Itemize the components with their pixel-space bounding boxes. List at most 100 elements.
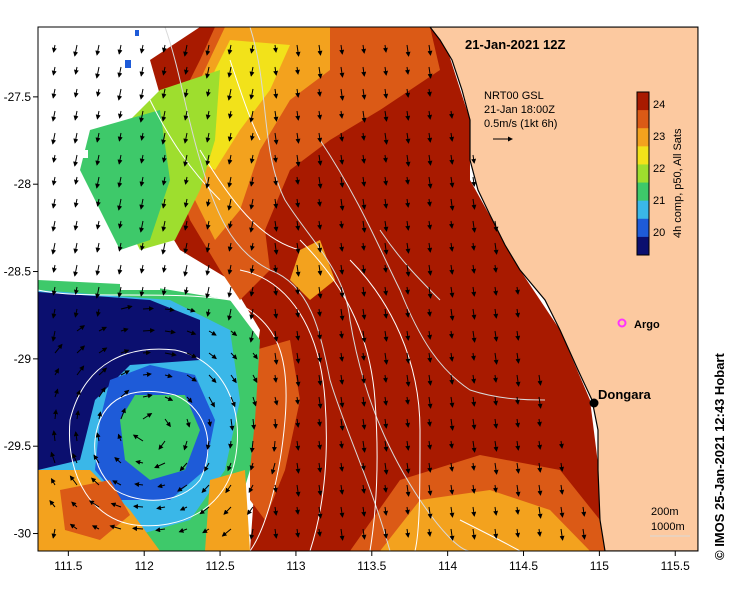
current-arrow: [117, 110, 123, 119]
map-title: 21-Jan-2021 12Z: [465, 37, 566, 52]
current-arrow: [249, 176, 255, 187]
current-arrow: [227, 242, 233, 252]
current-arrow: [471, 154, 477, 164]
current-arrow: [51, 88, 57, 99]
current-arrow: [51, 110, 57, 122]
current-arrow: [361, 396, 367, 407]
argo-marker: Argo: [617, 318, 660, 331]
bathymetry-contours: [164, 27, 546, 551]
current-arrow: [427, 396, 433, 409]
current-arrow: [51, 528, 57, 539]
current-arrow: [449, 154, 455, 165]
current-arrow: [249, 132, 255, 141]
current-arrow: [426, 418, 432, 427]
current-arrow: [361, 264, 367, 274]
current-arrow: [227, 44, 233, 55]
current-arrow: [449, 484, 455, 495]
current-arrow: [383, 286, 389, 296]
current-arrow: [273, 396, 279, 406]
current-arrow: [51, 478, 56, 486]
current-arrow: [471, 286, 477, 297]
current-arrow: [405, 264, 411, 277]
current-arrow: [161, 154, 167, 163]
current-arrow: [471, 440, 477, 453]
current-arrow: [183, 198, 189, 208]
current-arrow: [75, 389, 81, 398]
current-arrow: [53, 388, 59, 398]
current-arrow: [383, 506, 389, 516]
current-arrow: [205, 220, 211, 230]
current-arrow: [139, 176, 145, 187]
current-arrow: [228, 440, 234, 449]
x-tick-label: 112.5: [205, 559, 234, 573]
current-arrow: [316, 198, 322, 207]
current-arrow: [295, 88, 301, 98]
current-arrow: [449, 418, 455, 431]
current-arrow: [404, 286, 410, 295]
current-arrow: [471, 418, 477, 430]
current-arrow: [361, 44, 367, 54]
current-arrow: [183, 286, 189, 295]
current-arrow: [205, 242, 211, 253]
x-tick-label: 115.5: [661, 559, 690, 573]
current-arrow: [249, 286, 255, 297]
current-arrow: [339, 506, 345, 518]
current-arrow: [427, 374, 433, 386]
current-arrow: [383, 132, 389, 145]
current-arrow: [230, 396, 236, 408]
current-arrow: [76, 365, 85, 376]
current-arrow: [471, 330, 477, 343]
current-arrow: [361, 198, 367, 210]
current-arrow: [317, 110, 323, 120]
current-arrow: [51, 330, 57, 342]
current-arrow: [338, 110, 344, 119]
current-arrow: [295, 264, 301, 277]
current-arrow: [183, 110, 189, 121]
current-arrow: [72, 452, 78, 464]
current-arrow: [227, 308, 233, 321]
current-arrow: [295, 440, 301, 451]
current-arrow: [139, 198, 145, 210]
current-arrow: [361, 286, 367, 297]
current-arrow: [157, 483, 166, 489]
current-arrow: [139, 44, 145, 54]
current-arrow: [361, 176, 367, 187]
current-arrow: [383, 242, 389, 255]
depth-legend: 200m 1000m: [650, 506, 690, 537]
current-arrow: [338, 440, 344, 449]
current-arrow: [383, 330, 389, 342]
current-arrow: [295, 484, 301, 497]
current-arrow: [427, 264, 433, 276]
current-arrow: [448, 440, 454, 449]
current-arrow: [252, 396, 257, 407]
current-arrow: [471, 264, 477, 274]
current-arrow: [537, 506, 543, 519]
current-arrow: [98, 367, 108, 376]
current-arrow: [295, 418, 301, 428]
current-arrow: [471, 220, 477, 233]
current-arrow: [249, 110, 255, 123]
current-arrow: [558, 440, 564, 449]
current-arrow: [339, 132, 345, 142]
current-arrow: [361, 440, 367, 453]
current-arrow: [76, 345, 86, 354]
current-arrow: [515, 330, 521, 341]
current-arrow: [120, 389, 130, 398]
colorbar-band: [637, 200, 649, 220]
current-arrow: [383, 110, 389, 122]
current-arrow: [515, 462, 521, 474]
current-arrow: [120, 349, 130, 354]
current-arrow: [383, 462, 389, 475]
current-arrow: [316, 418, 322, 427]
current-arrow: [471, 198, 477, 210]
current-arrow: [161, 88, 167, 99]
current-arrow: [273, 66, 279, 76]
current-arrow: [185, 418, 191, 428]
current-arrow: [139, 220, 145, 233]
current-arrow: [227, 176, 233, 188]
current-arrow: [536, 418, 542, 427]
current-arrow: [161, 198, 167, 209]
current-arrow: [249, 88, 255, 100]
current-arrow: [205, 88, 211, 97]
